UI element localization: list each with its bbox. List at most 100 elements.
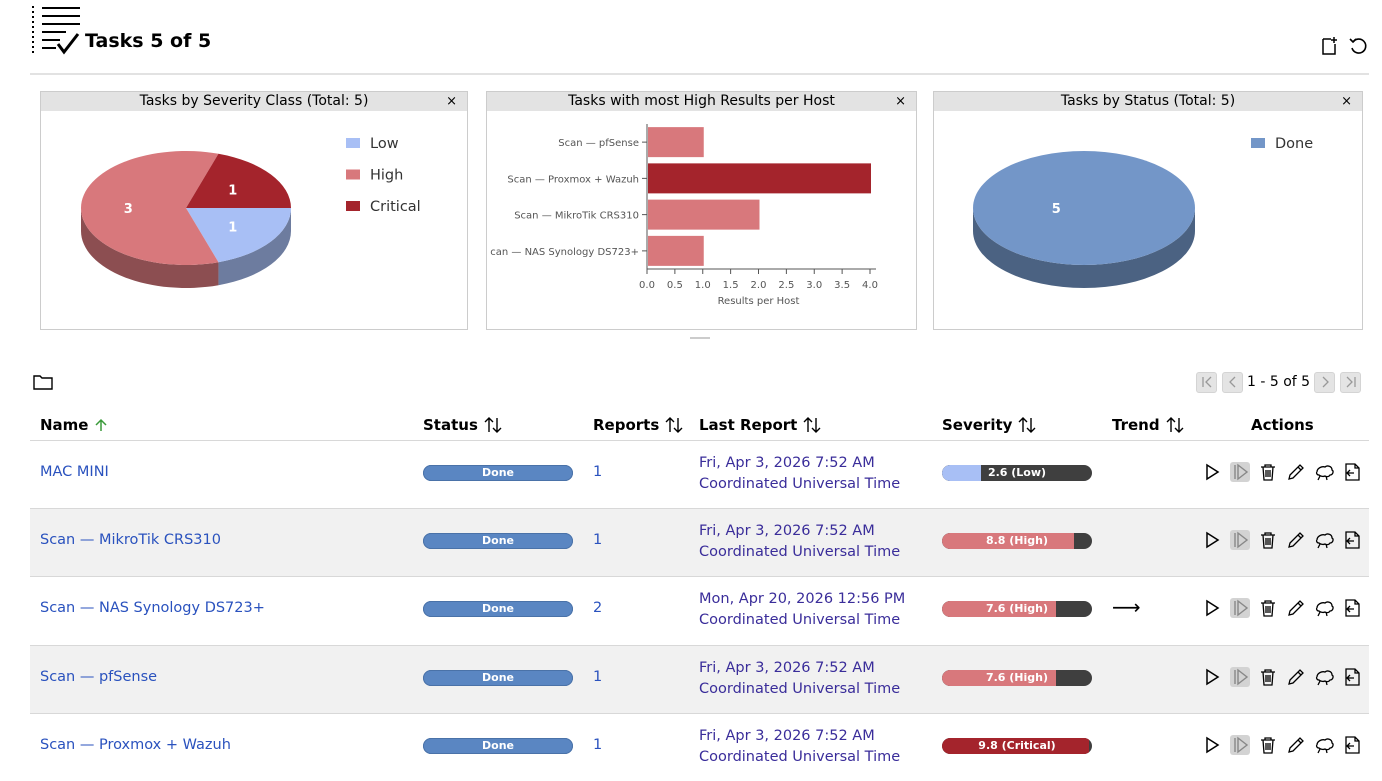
trash-icon[interactable]	[1258, 462, 1278, 482]
last-page-icon[interactable]	[1340, 371, 1362, 393]
column-header-label: Actions	[1251, 416, 1314, 434]
resume-icon[interactable]	[1230, 735, 1250, 755]
legend-swatch	[346, 169, 360, 180]
last-report-link[interactable]: Fri, Apr 3, 2026 7:52 AM Coordinated Uni…	[699, 521, 900, 563]
task-name-link[interactable]: Scan — pfSense	[40, 669, 158, 685]
export-icon[interactable]	[1342, 735, 1362, 755]
status-bar: Done	[423, 670, 573, 686]
reports-count-link[interactable]: 1	[593, 532, 603, 548]
start-icon[interactable]	[1202, 462, 1222, 482]
clone-icon[interactable]	[1314, 598, 1334, 618]
severity-pie-chart: 1 3 1 Low High Critical	[80, 136, 421, 288]
table-row: Scan — MikroTik CRS310 Done 1 Fri, Apr 3…	[30, 508, 1369, 576]
start-icon[interactable]	[1202, 735, 1222, 755]
x-tick-label: 0.0	[639, 280, 655, 291]
column-header-trend[interactable]: Trend	[1112, 416, 1184, 434]
legend-label: High	[370, 168, 403, 184]
column-header-severity[interactable]: Severity	[942, 416, 1036, 434]
y-tick-label: Scan — MikroTik CRS310	[514, 211, 639, 222]
resume-icon[interactable]	[1230, 530, 1250, 550]
column-header-reports[interactable]: Reports	[593, 416, 683, 434]
folder-icon[interactable]	[33, 373, 53, 391]
last-report-date: Fri, Apr 3, 2026 7:52 AM	[699, 523, 875, 539]
x-tick-label: 3.0	[806, 280, 822, 291]
start-icon[interactable]	[1202, 530, 1222, 550]
new-task-icon[interactable]	[1319, 36, 1339, 56]
last-report-timezone: Coordinated Universal Time	[699, 749, 901, 765]
resume-icon[interactable]	[1230, 667, 1250, 687]
sort-icon[interactable]	[484, 417, 502, 433]
close-icon[interactable]: ×	[446, 94, 457, 109]
column-header-label: Severity	[942, 416, 1013, 434]
edit-icon[interactable]	[1286, 667, 1306, 687]
last-report-date: Fri, Apr 3, 2026 7:52 AM	[699, 660, 875, 676]
pie-slice	[80, 150, 219, 265]
edit-icon[interactable]	[1286, 530, 1306, 550]
task-name-link[interactable]: Scan — Proxmox + Wazuh	[40, 737, 231, 753]
export-icon[interactable]	[1342, 667, 1362, 687]
resume-icon[interactable]	[1230, 598, 1250, 618]
trash-icon[interactable]	[1258, 530, 1278, 550]
status-bar: Done	[423, 465, 573, 481]
previous-page-icon[interactable]	[1222, 371, 1243, 393]
x-tick-label: 1.0	[695, 280, 711, 291]
display-title: Tasks with most High Results per Host	[568, 93, 835, 109]
next-page-icon[interactable]	[1314, 371, 1336, 393]
export-icon[interactable]	[1342, 462, 1362, 482]
trash-icon[interactable]	[1258, 735, 1278, 755]
last-report-timezone: Coordinated Universal Time	[699, 476, 901, 492]
legend-swatch	[346, 138, 360, 148]
export-icon[interactable]	[1342, 530, 1362, 550]
close-icon[interactable]: ×	[895, 94, 906, 109]
last-report-link[interactable]: Fri, Apr 3, 2026 7:52 AM Coordinated Uni…	[699, 726, 900, 768]
trash-icon[interactable]	[1258, 598, 1278, 618]
x-axis-label: Results per Host	[718, 296, 800, 307]
edit-icon[interactable]	[1286, 735, 1306, 755]
clone-icon[interactable]	[1314, 667, 1334, 687]
first-page-icon[interactable]	[1196, 371, 1217, 393]
last-report-timezone: Coordinated Universal Time	[699, 612, 901, 628]
severity-bar: 7.6 (High)	[942, 601, 1092, 617]
close-icon[interactable]: ×	[1341, 94, 1352, 109]
last-report-link[interactable]: Fri, Apr 3, 2026 7:52 AM Coordinated Uni…	[699, 453, 900, 495]
row-actions	[1202, 735, 1362, 755]
status-bar: Done	[423, 533, 573, 549]
x-tick-label: 0.5	[667, 280, 683, 291]
pie-slice	[186, 208, 291, 263]
last-report-link[interactable]: Mon, Apr 20, 2026 12:56 PM Coordinated U…	[699, 589, 905, 631]
start-icon[interactable]	[1202, 598, 1222, 618]
column-header-last-report[interactable]: Last Report	[699, 416, 821, 434]
export-icon[interactable]	[1342, 598, 1362, 618]
severity-label: 2.6 (Low)	[987, 466, 1047, 479]
last-report-link[interactable]: Fri, Apr 3, 2026 7:52 AM Coordinated Uni…	[699, 658, 900, 700]
sort-ascending-icon[interactable]	[94, 418, 108, 432]
task-name-link[interactable]: Scan — NAS Synology DS723+	[40, 600, 265, 616]
severity-bar-fill	[942, 601, 1056, 617]
edit-icon[interactable]	[1286, 462, 1306, 482]
reports-count-link[interactable]: 2	[593, 600, 603, 616]
sort-icon[interactable]	[803, 417, 821, 433]
reports-count-link[interactable]: 1	[593, 669, 603, 685]
clone-icon[interactable]	[1314, 462, 1334, 482]
bar	[648, 199, 760, 230]
edit-icon[interactable]	[1286, 598, 1306, 618]
column-header-name[interactable]: Name	[40, 416, 108, 434]
task-name-link[interactable]: Scan — MikroTik CRS310	[40, 532, 221, 548]
task-name-link[interactable]: MAC MINI	[40, 464, 109, 480]
dashboard-resize-handle[interactable]	[690, 337, 710, 339]
severity-bar-fill	[942, 670, 1056, 686]
trash-icon[interactable]	[1258, 667, 1278, 687]
sort-icon[interactable]	[665, 417, 683, 433]
column-header-status[interactable]: Status	[423, 416, 502, 434]
severity-label: 8.8 (High)	[985, 534, 1049, 547]
refresh-icon[interactable]	[1348, 36, 1368, 56]
resume-icon[interactable]	[1230, 462, 1250, 482]
sort-icon[interactable]	[1166, 417, 1184, 433]
severity-label: 7.6 (High)	[985, 671, 1049, 684]
clone-icon[interactable]	[1314, 530, 1334, 550]
reports-count-link[interactable]: 1	[593, 464, 603, 480]
start-icon[interactable]	[1202, 667, 1222, 687]
clone-icon[interactable]	[1314, 735, 1334, 755]
sort-icon[interactable]	[1018, 417, 1036, 433]
reports-count-link[interactable]: 1	[593, 737, 603, 753]
